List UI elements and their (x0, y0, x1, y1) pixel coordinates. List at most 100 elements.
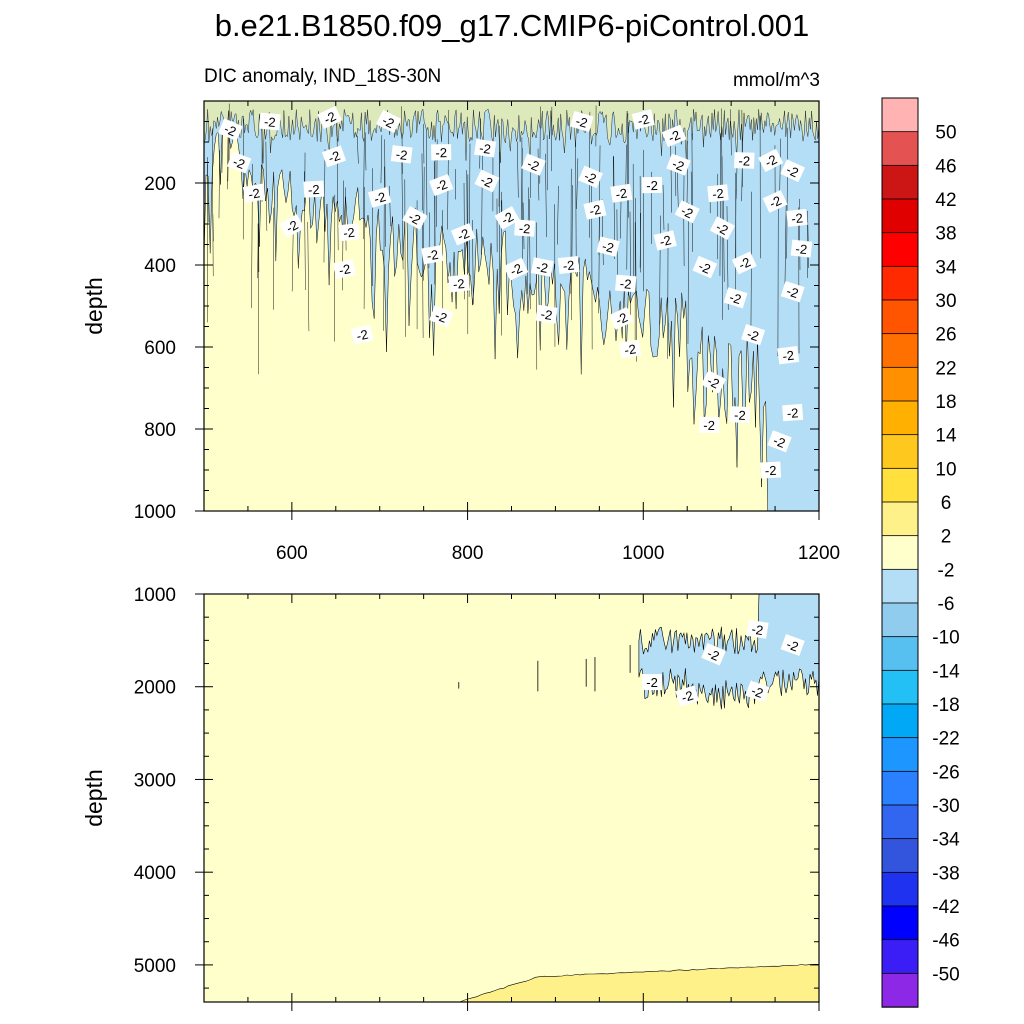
contour-label-box (692, 255, 718, 279)
contour-line (719, 133, 722, 276)
contour-label: -2 (596, 236, 620, 257)
colorbar-frame (881, 97, 919, 1008)
contour-line (527, 187, 529, 295)
contour-label-box (758, 148, 784, 173)
contour-label: -2 (450, 222, 476, 246)
contour-label: -2 (333, 259, 356, 279)
subtitle-right: mmol/m^3 (733, 70, 820, 91)
contour-line (691, 133, 693, 252)
colorbar-label: -30 (932, 796, 959, 817)
contour-label-text: -2 (601, 238, 616, 255)
contour-label-text: -2 (562, 257, 575, 273)
contour-label-text: -2 (670, 156, 686, 174)
contour-label-box (642, 674, 663, 691)
contour-label-box (367, 186, 392, 208)
contour-label: -2 (731, 251, 757, 275)
colorbar-label: -38 (932, 863, 959, 884)
contour-line (735, 189, 737, 294)
colorbar-label: 50 (935, 123, 956, 144)
contour-label: -2 (303, 180, 325, 198)
contour-line (687, 202, 689, 344)
contour-label-text: -2 (680, 688, 695, 706)
colorbar-swatch (881, 838, 919, 874)
contour-label-text: -2 (582, 168, 599, 186)
contour-label-text: -2 (646, 178, 658, 193)
contour-label-text: -2 (342, 225, 355, 241)
contour-label-box (338, 223, 360, 242)
colorbar-swatch (881, 400, 919, 436)
contour-label: -2 (699, 416, 720, 434)
contour-label-box (653, 230, 677, 251)
contour-label: -2 (321, 145, 347, 168)
contour-label: -2 (259, 112, 281, 131)
contour-line (741, 110, 743, 188)
contour-label: -2 (675, 685, 700, 707)
contour-label-box (707, 184, 729, 203)
contour-label: -2 (762, 189, 788, 213)
contour-label-text: -2 (771, 433, 787, 451)
contour-label-box (709, 216, 735, 240)
colorbar-label: 46 (935, 156, 956, 177)
contour-line (433, 161, 436, 248)
contour-label: -2 (608, 306, 634, 330)
contour-label: -2 (429, 305, 454, 328)
contour-label-text: -2 (623, 341, 637, 358)
contour-label: -2 (641, 176, 663, 194)
contour-label-text: -2 (636, 111, 651, 128)
contour-line (779, 138, 781, 197)
contour-line (423, 124, 425, 164)
contour-label-box (530, 257, 554, 277)
colorbar-swatch (881, 164, 919, 200)
colorbar-label: -46 (932, 931, 959, 952)
y-tick-label: 400 (144, 256, 176, 277)
contour-label: -2 (709, 216, 735, 240)
colorbar-label: -34 (932, 830, 960, 851)
contour-label-text: -2 (749, 683, 765, 701)
contour-label: -2 (226, 151, 252, 174)
contour-label-text: -2 (508, 260, 525, 278)
contour-label-box (734, 152, 755, 169)
colorbar: 50 46 42 38 34 30 26 22 18 14 10 6 2 -2 -6 -10 -14 -18 -22… (881, 97, 960, 1008)
contour-label: -2 (242, 183, 266, 203)
contour-label: -2 (569, 111, 594, 132)
contour-label-text: -2 (574, 113, 589, 131)
y-tick-label: 5000 (134, 956, 176, 977)
contour-label-box (474, 169, 500, 193)
contour-label-box (701, 370, 727, 394)
contour-label-box (431, 144, 452, 161)
contour-label-text: -2 (666, 127, 683, 145)
contour-label: -2 (390, 145, 413, 164)
contour-line (784, 204, 787, 287)
colorbar-swatch (881, 770, 919, 806)
contour-label: -2 (767, 430, 792, 453)
contour-label-box (675, 685, 700, 707)
contour-line (557, 185, 559, 245)
contour-label-text: -2 (734, 407, 746, 423)
contour-label-box (350, 324, 374, 345)
y-tick-label: 800 (144, 420, 176, 441)
contour-label-text: -2 (711, 186, 724, 202)
contour-label-box (661, 124, 687, 148)
colorbar-label: -22 (932, 729, 959, 750)
contour-label-box (741, 324, 766, 346)
contour-label: -2 (367, 186, 392, 208)
contour-label-box (448, 274, 470, 293)
contour-label-text: -2 (738, 153, 750, 168)
contour-label-text: -2 (613, 310, 630, 328)
contour-label-box (421, 245, 444, 265)
colorbar-label: 10 (935, 459, 956, 480)
contour-label: -2 (780, 280, 805, 303)
colorbar-swatch (881, 568, 919, 604)
contour-label: -2 (535, 304, 558, 324)
x-tick-label: 1000 (622, 543, 664, 564)
colorbar-swatch (881, 972, 919, 1008)
contour-label-box (514, 219, 536, 237)
colorbar-swatch (881, 669, 919, 705)
contour-line (521, 137, 523, 259)
contour-label-box (429, 173, 454, 197)
lower-panel: -2 -2 -2 -2 -2 -2 1000 2000 3000 4000 5000 depth (81, 585, 820, 1011)
contour-label-text: -2 (795, 241, 808, 257)
contour-label: -2 (618, 339, 642, 359)
contour-label-text: -2 (765, 463, 777, 479)
